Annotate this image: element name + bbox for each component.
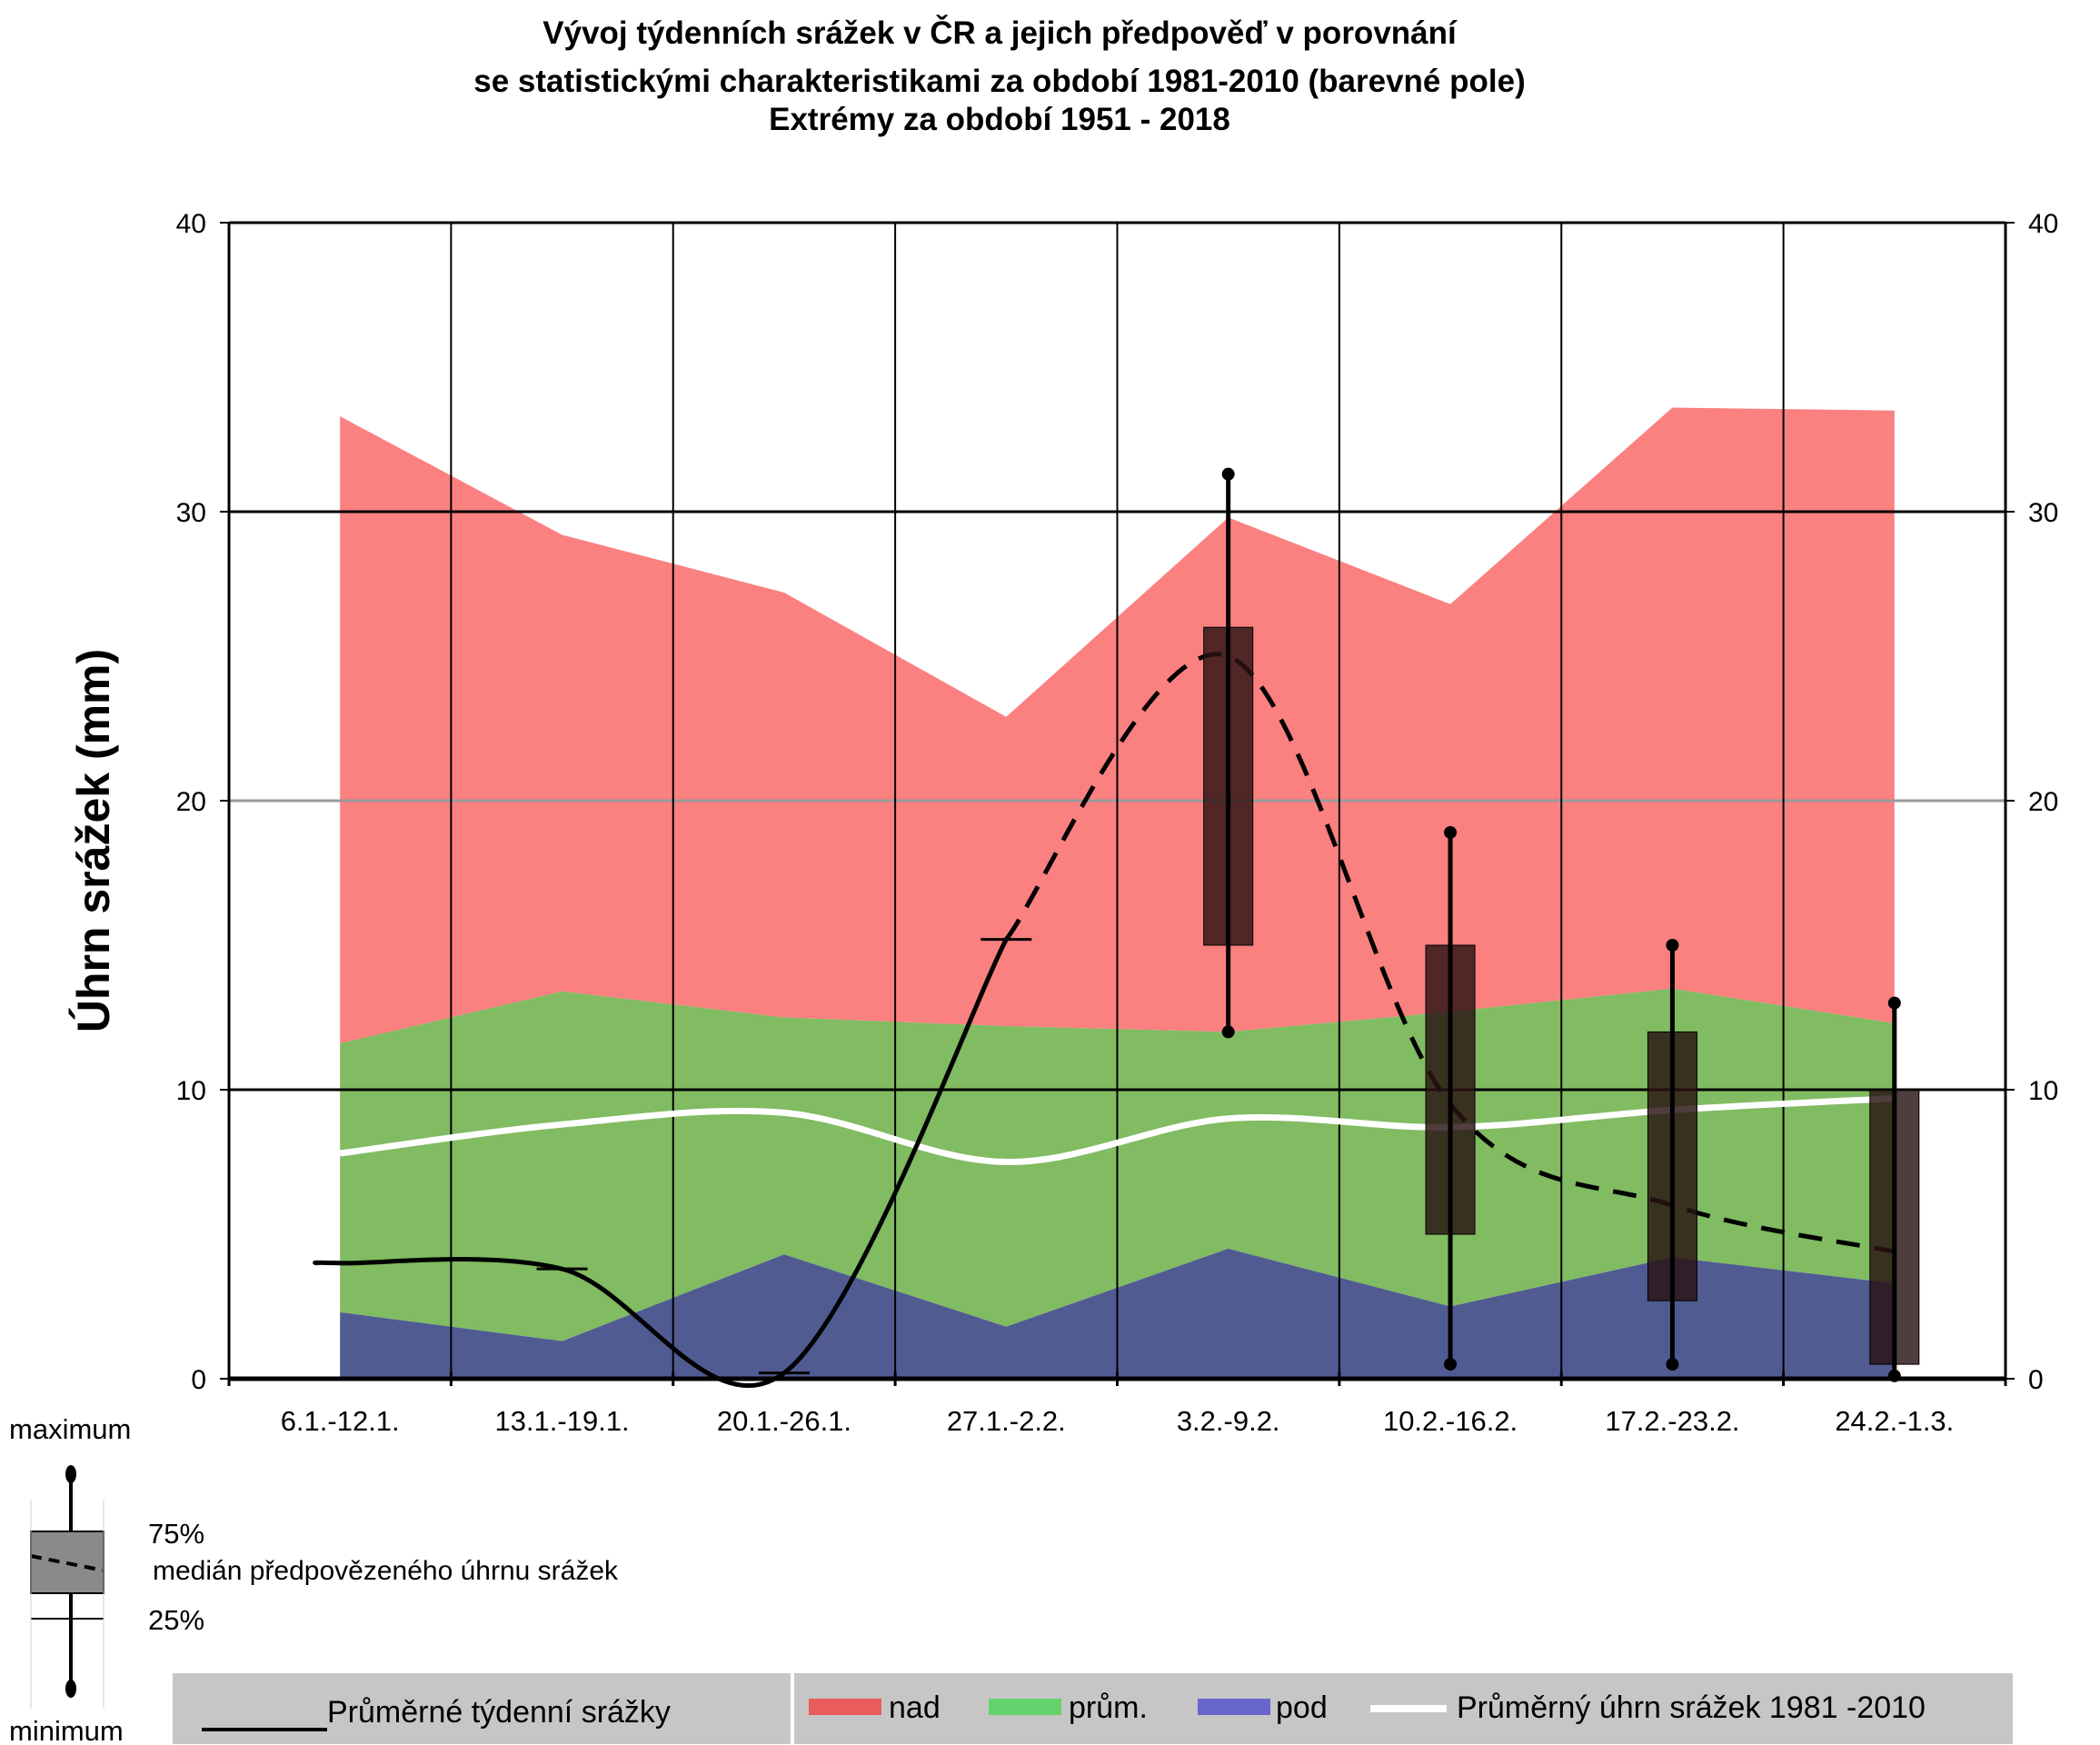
forecast-max-dot: [1666, 939, 1679, 952]
data-lines: [313, 652, 1896, 1389]
key-maximum-label: maximum: [9, 1413, 131, 1445]
forecast-max-dot: [1221, 467, 1235, 481]
x-category-label: 3.2.-9.2.: [1177, 1405, 1280, 1437]
legend-background: [173, 1673, 2013, 1744]
legend-mean-label: Průměrný úhrn srážek 1981 -2010: [1457, 1690, 1926, 1725]
y-tick-label-left: 30: [176, 498, 206, 528]
y-tick-label-right: 40: [2028, 209, 2058, 239]
y-tick-label-left: 10: [176, 1076, 206, 1106]
y-axis-label: Úhrn srážek (mm): [68, 649, 119, 1032]
legend-nad-label: nad: [889, 1690, 941, 1725]
x-category-label: 17.2.-23.2.: [1605, 1405, 1739, 1437]
key-min-dot: [65, 1680, 76, 1698]
y-tick-label-left: 20: [176, 787, 206, 817]
legend-observed-label: Průměrné týdenní srážky: [327, 1695, 671, 1730]
x-category-label: 27.1.-2.2.: [947, 1405, 1066, 1437]
y-tick-label-left: 40: [176, 209, 206, 239]
chart-title-line-3: Extrémy za období 1951 - 2018: [769, 102, 1230, 137]
legend: Průměrné týdenní srážky nad prům. pod Pr…: [173, 1673, 2013, 1744]
y-tick-label-left: 0: [191, 1365, 206, 1395]
key-minimum-label: minimum: [9, 1715, 124, 1745]
forecast-max-dot: [1444, 825, 1458, 839]
y-tick-label-right: 0: [2028, 1365, 2044, 1395]
legend-pod-swatch: [1198, 1699, 1270, 1715]
legend-prum-swatch: [989, 1699, 1061, 1715]
forecast-median-line: [1004, 652, 1896, 1254]
legend-pod-label: pod: [1276, 1690, 1328, 1725]
key-median-line: [30, 1554, 105, 1572]
x-category-label: 24.2.-1.3.: [1835, 1405, 1954, 1437]
y-tick-label-right: 20: [2028, 787, 2058, 817]
forecast-min-dot: [1221, 1025, 1235, 1039]
y-tick-label-right: 30: [2028, 498, 2058, 528]
grid-lines: [229, 221, 2005, 1379]
tick-labels: 0 0 10 10 20 20 30 30 40 40 6.1.-12.1. 13.1.-19.1. 2…: [176, 209, 2059, 1437]
axes: [220, 222, 2015, 1386]
x-category-label: 6.1.-12.1.: [281, 1405, 400, 1437]
x-category-label: 20.1.-26.1.: [717, 1405, 851, 1437]
key-q75-label: 75%: [148, 1518, 204, 1550]
legend-nad-swatch: [809, 1699, 881, 1715]
forecast-min-dot: [1666, 1358, 1679, 1371]
chart-title-line-2: se statistickými charakteristikami za ob…: [473, 64, 1525, 99]
mean-1981-2010-line: [339, 1095, 1895, 1166]
x-category-label: 10.2.-16.2.: [1383, 1405, 1518, 1437]
forecast-min-dot: [1444, 1358, 1458, 1371]
box-key: maximum 75% medián předpovězeného úhrnu …: [9, 1413, 619, 1745]
legend-prum-label: prům.: [1069, 1690, 1148, 1725]
key-q25-label: 25%: [148, 1604, 204, 1636]
chart-title-line-1: Vývoj týdenních srážek v ČR a jejich pře…: [542, 15, 1458, 51]
y-tick-label-right: 10: [2028, 1076, 2058, 1106]
x-category-label: 13.1.-19.1.: [494, 1405, 629, 1437]
key-max-dot: [65, 1465, 76, 1483]
forecast-max-dot: [1887, 996, 1901, 1010]
key-median-label: medián předpovězeného úhrnu srážek: [153, 1556, 619, 1586]
forecast-boxes: [1203, 467, 1920, 1382]
